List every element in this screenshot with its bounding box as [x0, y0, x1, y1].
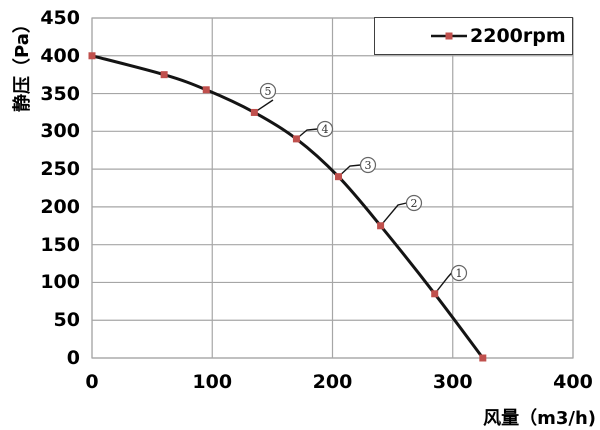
data-point-marker: [160, 71, 168, 79]
annotation-leader: [380, 202, 407, 227]
annotation-leader: [295, 128, 318, 140]
x-tick-label: 300: [432, 371, 473, 393]
x-tick-label: 100: [192, 371, 233, 393]
y-axis-title: 静压（Pa）: [12, 15, 33, 112]
y-tick-label: 450: [40, 7, 80, 29]
x-tick-label: 400: [553, 371, 593, 393]
annotation-circle: [405, 194, 423, 212]
data-point-marker: [202, 86, 210, 94]
legend-line-sample: [431, 32, 467, 40]
y-tick-label: 400: [40, 44, 80, 67]
x-tick-label: 200: [312, 371, 353, 393]
y-tick-label: 200: [40, 195, 80, 218]
annotation-circle: [316, 120, 334, 138]
y-tick-label: 150: [40, 233, 80, 256]
x-axis-title: 风量（m3/h): [483, 408, 596, 429]
legend-label: 2200rpm: [470, 24, 566, 47]
y-tick-label: 250: [40, 158, 80, 181]
plot-border: [91, 17, 574, 359]
annotation-number: 4: [322, 123, 329, 136]
annotation-number: 1: [456, 267, 463, 280]
data-point-marker: [335, 173, 343, 181]
data-point-marker: [88, 52, 96, 60]
y-tick-label: 0: [66, 347, 80, 369]
x-tick-label: 0: [85, 371, 99, 393]
annotation-leader: [338, 164, 361, 178]
data-point-marker: [292, 135, 300, 143]
data-point-marker: [377, 222, 385, 230]
y-tick-label: 350: [40, 82, 80, 105]
annotation-leader: [434, 272, 453, 295]
annotation-circle: [450, 264, 468, 282]
annotation-number: 2: [411, 197, 418, 210]
annotation-circle: [359, 156, 377, 174]
data-point-marker: [250, 108, 258, 116]
annotation-number: 3: [365, 159, 372, 172]
data-point-marker: [431, 290, 439, 298]
y-tick-label: 50: [53, 309, 80, 332]
legend: 2200rpm: [374, 17, 573, 55]
y-tick-label: 300: [40, 120, 80, 143]
data-point-marker: [479, 354, 487, 362]
annotation-number: 5: [265, 85, 272, 98]
y-tick-label: 100: [40, 271, 80, 294]
annotation-circle: [259, 82, 277, 100]
